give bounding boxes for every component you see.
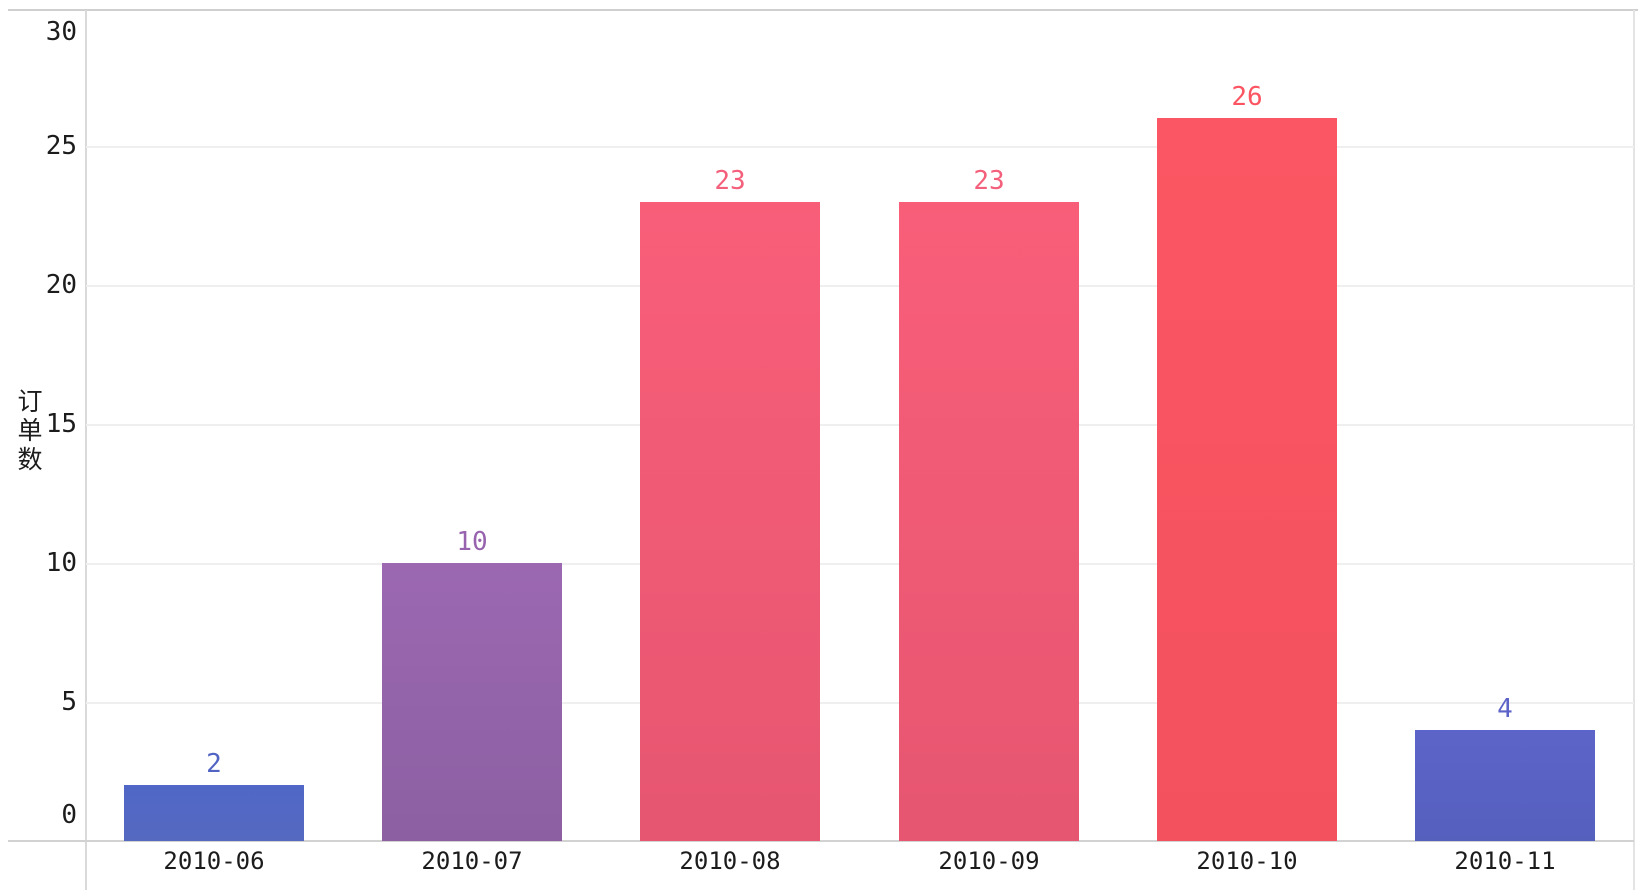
bar-2010-06 [124,785,304,841]
y-tick-label-30: 30 [0,19,77,45]
x-axis-label-2010-09: 2010-09 [938,848,1039,874]
bar-value-label-2010-11: 4 [1497,696,1513,722]
y-axis-line [85,10,87,890]
gridline-y-10 [86,563,1634,565]
gridline-y-25 [86,146,1634,148]
bar-2010-07 [382,563,562,841]
bar-2010-08 [640,202,820,841]
x-axis-label-2010-11: 2010-11 [1454,848,1555,874]
bar-value-label-2010-07: 10 [456,529,487,555]
bar-2010-11 [1415,730,1595,841]
y-tick-label-20: 20 [0,272,77,298]
x-axis-label-2010-08: 2010-08 [679,848,780,874]
y-tick-label-0: 0 [0,802,77,828]
y-tick-label-25: 25 [0,133,77,159]
bar-value-label-2010-08: 23 [714,168,745,194]
x-axis-label-2010-06: 2010-06 [163,848,264,874]
bar-value-label-2010-06: 2 [206,751,222,777]
x-axis-label-2010-07: 2010-07 [421,848,522,874]
plot-right-border [1633,10,1635,890]
x-axis-label-2010-10: 2010-10 [1196,848,1297,874]
gridline-y-5 [86,702,1634,704]
bar-value-label-2010-09: 23 [973,168,1004,194]
bar-2010-09 [899,202,1079,841]
plot-top-border [8,9,1638,11]
gridline-y-20 [86,285,1634,287]
y-tick-label-10: 10 [0,550,77,576]
order-count-bar-chart: 订单数 051015202530 2102323264 2010-062010-… [0,0,1638,890]
gridline-y-15 [86,424,1634,426]
bar-value-label-2010-10: 26 [1231,84,1262,110]
bar-2010-10 [1157,118,1337,841]
y-tick-label-15: 15 [0,411,77,437]
y-tick-label-5: 5 [0,689,77,715]
